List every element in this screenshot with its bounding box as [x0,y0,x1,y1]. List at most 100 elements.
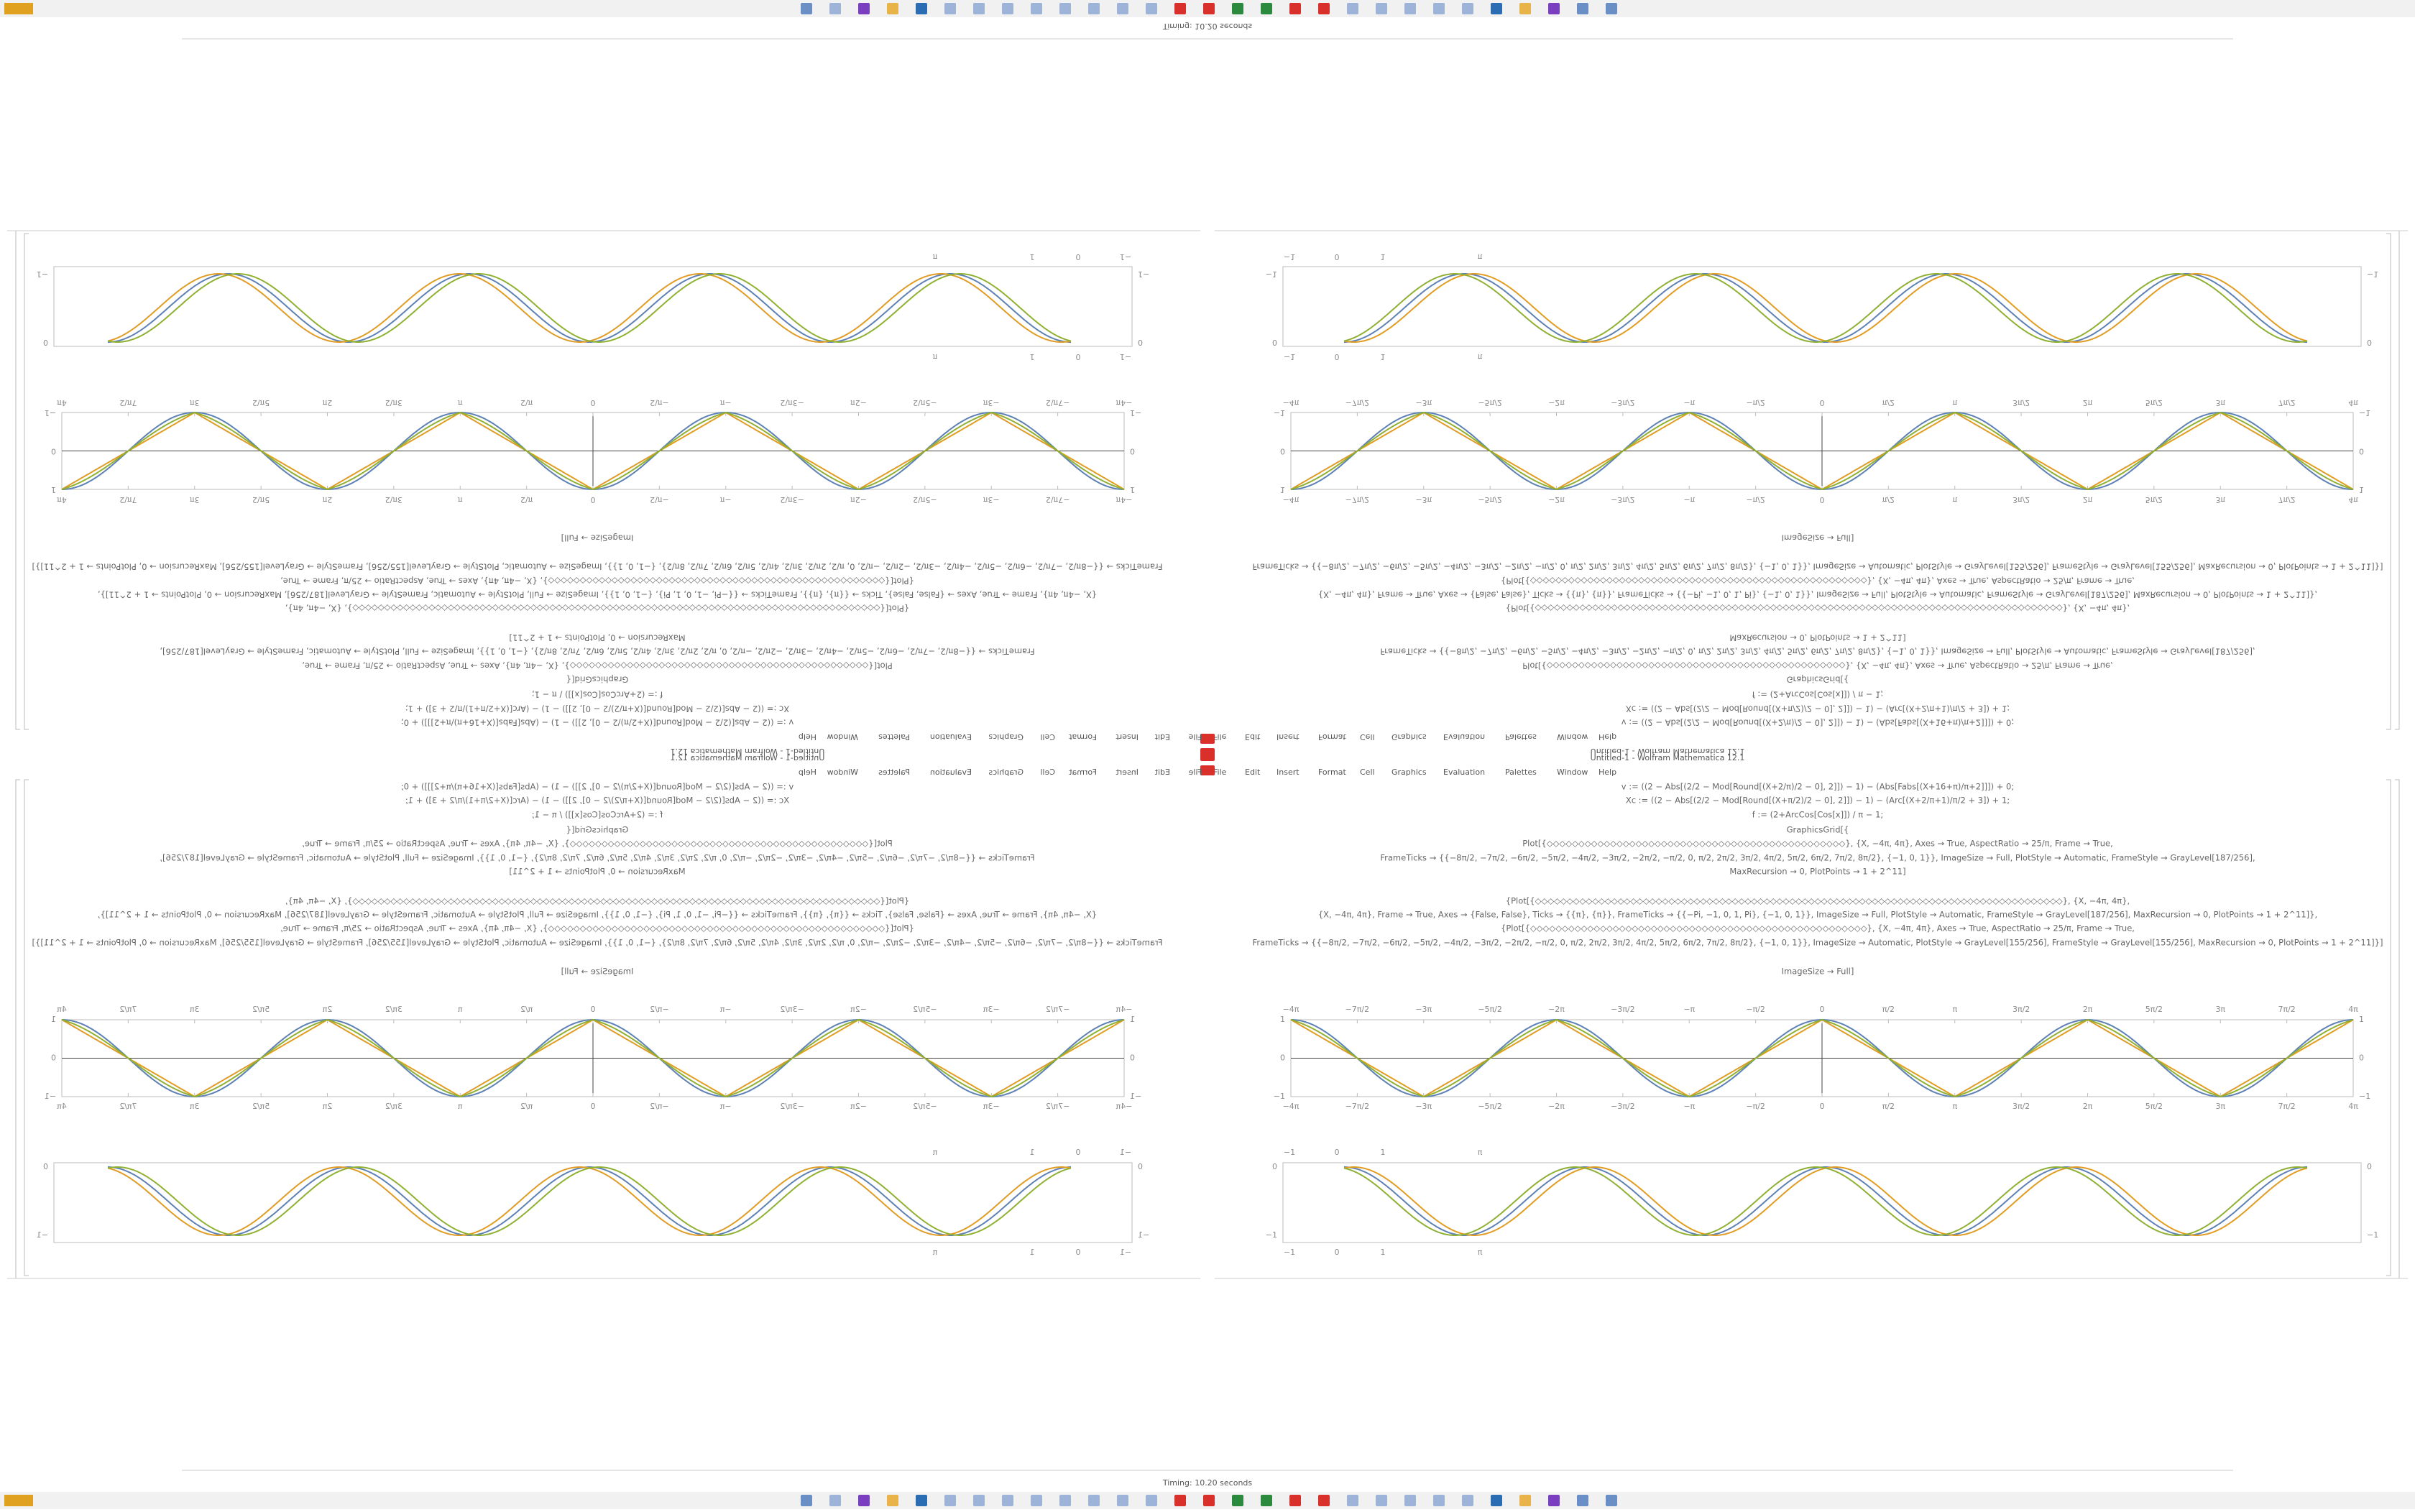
taskbar-icon[interactable] [944,1495,956,1506]
close-button[interactable] [1205,748,1215,758]
menu-item[interactable]: Cell [1040,732,1055,742]
menu-item[interactable]: Window [1557,767,1588,777]
menu-item[interactable]: Insert [1276,767,1300,777]
taskbar-icon[interactable] [1376,3,1387,14]
menu-item[interactable]: Evaluation [1443,732,1485,742]
taskbar-icon[interactable] [1117,1495,1128,1506]
start-button[interactable] [4,3,33,14]
taskbar-icon[interactable] [1433,1495,1445,1506]
taskbar-icon[interactable] [916,3,927,14]
taskbar-icon[interactable] [1404,3,1416,14]
menu-item[interactable]: Palettes [1505,767,1537,777]
taskbar-icon[interactable] [858,3,870,14]
taskbar-icon[interactable] [1261,1495,1272,1506]
taskbar-icon[interactable] [1404,1495,1416,1506]
taskbar-icon[interactable] [1203,3,1215,14]
taskbar-icon[interactable] [1088,3,1100,14]
menu-item[interactable]: Format [1069,767,1097,777]
taskbar-icon[interactable] [1232,1495,1243,1506]
taskbar-icon[interactable] [1088,1495,1100,1506]
taskbar-icon[interactable] [1462,1495,1473,1506]
taskbar-icon[interactable] [1059,3,1071,14]
taskbar-icon[interactable] [1347,3,1358,14]
menu-item[interactable]: Help [1598,732,1616,742]
taskbar-icon[interactable] [1059,1495,1071,1506]
taskbar-icon[interactable] [887,3,898,14]
menu-item[interactable]: Cell [1360,767,1375,777]
menu-item[interactable]: Evaluation [930,767,972,777]
menu-item[interactable]: Palettes [878,732,910,742]
menu-item[interactable]: Help [799,732,816,742]
menu-item[interactable]: Graphics [988,732,1024,742]
taskbar-icon[interactable] [1117,3,1128,14]
taskbar-icon[interactable] [1232,3,1243,14]
taskbar-icon[interactable] [1031,3,1042,14]
taskbar-icon[interactable] [944,3,956,14]
taskbar-icon[interactable] [1376,1495,1387,1506]
menu-item[interactable]: Help [799,767,816,777]
menu-item[interactable]: Cell [1360,732,1375,742]
menu-item[interactable]: File [1213,732,1227,742]
taskbar-icon[interactable] [1289,1495,1301,1506]
taskbar-icon[interactable] [1433,3,1445,14]
taskbar-icon[interactable] [1318,1495,1330,1506]
taskbar-icon[interactable] [916,1495,927,1506]
start-button[interactable] [4,1495,33,1506]
taskbar-icon[interactable] [1606,1495,1617,1506]
taskbar-icon[interactable] [829,3,841,14]
taskbar-icon[interactable] [801,1495,812,1506]
taskbar-icon[interactable] [1606,3,1617,14]
taskbar-icon[interactable] [1548,1495,1560,1506]
taskbar-icon[interactable] [1002,1495,1013,1506]
menu-item[interactable]: Window [827,767,858,777]
taskbar-icon[interactable] [1203,1495,1215,1506]
menu-item[interactable]: Evaluation [930,732,972,742]
taskbar-icon[interactable] [1577,1495,1588,1506]
taskbar-icon[interactable] [1002,3,1013,14]
menu-item[interactable]: File [1188,767,1202,777]
taskbar-icon[interactable] [887,1495,898,1506]
taskbar-icon[interactable] [1519,1495,1531,1506]
menu-item[interactable]: Cell [1040,767,1055,777]
taskbar-icon[interactable] [1577,3,1588,14]
taskbar-icon[interactable] [1462,3,1473,14]
menu-item[interactable]: Graphics [1392,767,1427,777]
taskbar-icon[interactable] [1146,3,1157,14]
taskbar-icon[interactable] [801,3,812,14]
taskbar-icon[interactable] [1519,3,1531,14]
menu-item[interactable]: Palettes [1505,732,1537,742]
menu-item[interactable]: Edit [1154,767,1170,777]
taskbar-icon[interactable] [829,1495,841,1506]
menu-item[interactable]: Graphics [988,767,1024,777]
menu-item[interactable]: Window [827,732,858,742]
close-button[interactable] [1205,734,1215,744]
menu-item[interactable]: File [1188,732,1202,742]
menu-item[interactable]: Insert [1276,732,1300,742]
menu-item[interactable]: Format [1318,732,1346,742]
taskbar-icon[interactable] [1174,3,1186,14]
taskbar-icon[interactable] [1174,1495,1186,1506]
menu-item[interactable]: Edit [1245,767,1261,777]
menu-item[interactable]: Format [1318,767,1346,777]
menu-item[interactable]: Insert [1116,732,1138,742]
taskbar-icon[interactable] [858,1495,870,1506]
taskbar-icon[interactable] [1491,1495,1502,1506]
taskbar-icon[interactable] [1261,3,1272,14]
taskbar-icon[interactable] [1146,1495,1157,1506]
menu-item[interactable]: Insert [1116,767,1138,777]
taskbar-icon[interactable] [1347,1495,1358,1506]
taskbar-icon[interactable] [1318,3,1330,14]
menu-item[interactable]: Edit [1154,732,1170,742]
taskbar-icon[interactable] [1031,1495,1042,1506]
menu-item[interactable]: File [1213,767,1227,777]
menu-item[interactable]: Format [1069,732,1097,742]
menu-item[interactable]: Window [1557,732,1588,742]
taskbar-icon[interactable] [1548,3,1560,14]
menu-item[interactable]: Evaluation [1443,767,1485,777]
menu-item[interactable]: Edit [1245,732,1261,742]
taskbar-icon[interactable] [1491,3,1502,14]
menu-item[interactable]: Graphics [1392,732,1427,742]
menu-item[interactable]: Help [1598,767,1616,777]
menu-item[interactable]: Palettes [878,767,910,777]
taskbar-icon[interactable] [973,3,985,14]
